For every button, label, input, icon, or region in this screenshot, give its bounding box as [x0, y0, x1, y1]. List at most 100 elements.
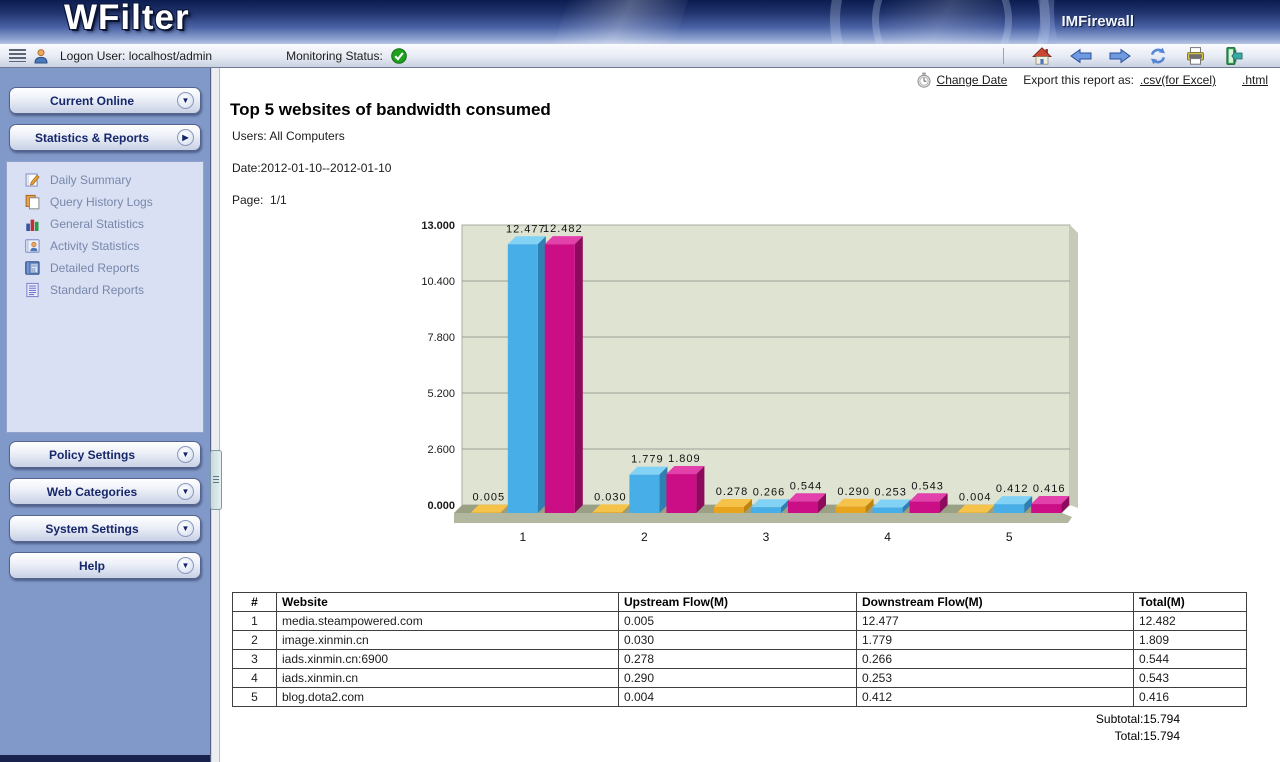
sidebar-section-system-settings[interactable]: System Settings ▼ — [9, 515, 201, 542]
section-label: Current Online — [49, 93, 134, 108]
home-icon[interactable] — [1031, 46, 1053, 66]
table-cell: 12.482 — [1133, 611, 1247, 631]
bar-upstream-flow-m--cat5: 0.004 — [957, 492, 996, 513]
copy-pages-icon — [24, 194, 41, 210]
sidebar-item-label: Detailed Reports — [50, 261, 140, 275]
sidebar-item-activity-statistics[interactable]: Activity Statistics — [7, 235, 203, 257]
table-header-cell: Website — [276, 592, 619, 612]
bar-downstream-flow-m--cat2: 1.779 — [629, 454, 668, 513]
bar-value-label: 0.004 — [959, 492, 992, 504]
calculator-book-icon — [24, 260, 41, 276]
table-row: 1 media.steampowered.com 0.005 12.477 12.482 — [232, 611, 1247, 631]
hamburger-icon[interactable] — [9, 49, 26, 62]
bar-value-label: 0.416 — [1033, 483, 1066, 495]
logon-user-label: Logon User: localhost/admin — [60, 48, 213, 63]
table-cell: 0.266 — [856, 649, 1134, 669]
bar-value-label: 0.543 — [911, 480, 944, 492]
x-tick-label: 3 — [763, 530, 770, 544]
table-header-cell: Total(M) — [1133, 592, 1247, 612]
refresh-icon[interactable] — [1148, 46, 1168, 66]
bar-upstream-flow-m--cat1: 0.005 — [470, 492, 509, 513]
page-line: Page: 1/1 — [232, 193, 287, 207]
exit-icon[interactable] — [1223, 46, 1244, 66]
sidebar-item-daily-summary[interactable]: Daily Summary — [7, 169, 203, 191]
table-cell: 12.477 — [856, 611, 1134, 631]
users-line: Users: All Computers — [232, 129, 345, 143]
sidebar-section-web-categories[interactable]: Web Categories ▼ — [9, 478, 201, 505]
sidebar-section-help[interactable]: Help ▼ — [9, 552, 201, 579]
table-header-cell: # — [232, 592, 277, 612]
chevron-down-icon[interactable]: ▼ — [177, 557, 194, 574]
subtotal-value: 15.794 — [1143, 712, 1180, 726]
table-row: 5 blog.dota2.com 0.004 0.412 0.416 — [232, 687, 1247, 707]
table-cell: 1.809 — [1133, 630, 1247, 650]
table-cell: 0.412 — [856, 687, 1134, 707]
subtotal-label: Subtotal: — [1095, 712, 1144, 726]
x-tick-label: 5 — [1006, 530, 1013, 544]
table-cell: 0.543 — [1133, 668, 1247, 688]
table-cell: 0.253 — [856, 668, 1134, 688]
bar-chart-3d: 0.000 2.600 5.200 7.800 10.400 13.000 0.005 12.… — [421, 220, 1078, 544]
print-icon[interactable] — [1185, 46, 1206, 66]
bandwidth-table: # Website Upstream Flow(M) Downstream Flow(… — [232, 592, 1247, 707]
sidebar-section-current-online[interactable]: Current Online ▼ — [9, 87, 201, 114]
statistics-reports-menu: Daily Summary Query History Logs General S… — [6, 161, 204, 433]
bar-downstream-flow-m--cat4: 0.253 — [872, 487, 911, 513]
bar-value-label: 0.278 — [716, 486, 749, 498]
sidebar-item-detailed-reports[interactable]: Detailed Reports — [7, 257, 203, 279]
bar-value-label: 12.477 — [506, 223, 546, 235]
bar-value-label: 1.809 — [668, 453, 701, 465]
table-cell: 0.278 — [618, 649, 857, 669]
header-decor — [548, 0, 692, 44]
plot-side-wall — [1070, 225, 1078, 508]
table-cell: blog.dota2.com — [276, 687, 619, 707]
bar-total-m--cat1: 12.482 — [543, 223, 583, 513]
back-icon[interactable] — [1070, 48, 1092, 64]
export-csv-link[interactable]: .csv(for Excel) — [1139, 73, 1216, 87]
bar-downstream-flow-m--cat1: 12.477 — [506, 223, 546, 513]
sidebar-item-label: Standard Reports — [50, 283, 145, 297]
notebook-pencil-icon — [24, 172, 41, 188]
table-cell: 0.290 — [618, 668, 857, 688]
user-icon — [33, 48, 49, 64]
chevron-down-icon[interactable]: ▼ — [177, 483, 194, 500]
chevron-down-icon[interactable]: ▼ — [177, 92, 194, 109]
sidebar-item-general-statistics[interactable]: General Statistics — [7, 213, 203, 235]
export-html-link[interactable]: .html — [1241, 73, 1268, 87]
section-label: Statistics & Reports — [34, 130, 150, 145]
table-cell: 0.005 — [618, 611, 857, 631]
header-decor — [872, 0, 1012, 44]
bar-downstream-flow-m--cat3: 0.266 — [751, 486, 789, 513]
sidebar-item-query-history-logs[interactable]: Query History Logs — [7, 191, 203, 213]
chevron-down-icon[interactable]: ▼ — [177, 446, 194, 463]
brand-label: IMFirewall — [1061, 13, 1134, 30]
sidebar-item-standard-reports[interactable]: Standard Reports — [7, 279, 203, 301]
sidebar-collapse-handle[interactable] — [210, 450, 222, 510]
section-label: Web Categories — [46, 484, 138, 499]
change-date-link[interactable]: Change Date — [936, 73, 1008, 87]
table-cell: 3 — [232, 649, 277, 669]
bar-upstream-flow-m--cat4: 0.290 — [835, 486, 874, 513]
totals: Subtotal:15.794 Total:15.794 — [232, 711, 1180, 745]
bar-value-label: 0.266 — [753, 486, 786, 498]
table-row: 2 image.xinmin.cn 0.030 1.779 1.809 — [232, 630, 1247, 650]
bar-value-label: 1.779 — [631, 454, 664, 466]
bar-value-label: 0.030 — [594, 491, 627, 503]
bar-downstream-flow-m--cat5: 0.412 — [994, 483, 1033, 513]
chevron-right-icon[interactable]: ▶ — [177, 129, 194, 146]
sidebar-section-statistics-reports[interactable]: Statistics & Reports ▶ — [9, 124, 201, 151]
bandwidth-chart: 0.000 2.600 5.200 7.800 10.400 13.000 0.005 12.… — [412, 217, 1112, 555]
bar-total-m--cat3: 0.544 — [788, 480, 826, 513]
table-header-cell: Upstream Flow(M) — [618, 592, 857, 612]
x-tick-label: 1 — [519, 530, 526, 544]
y-tick-label: 2.600 — [427, 444, 455, 456]
bar-value-label: 0.253 — [874, 487, 907, 499]
table-cell: 0.030 — [618, 630, 857, 650]
sidebar-section-policy-settings[interactable]: Policy Settings ▼ — [9, 441, 201, 468]
chevron-down-icon[interactable]: ▼ — [177, 520, 194, 537]
table-header-cell: Downstream Flow(M) — [856, 592, 1134, 612]
sidebar-item-label: Query History Logs — [50, 195, 153, 209]
bar-value-label: 0.412 — [996, 483, 1029, 495]
forward-icon[interactable] — [1109, 48, 1131, 64]
table-cell: 4 — [232, 668, 277, 688]
